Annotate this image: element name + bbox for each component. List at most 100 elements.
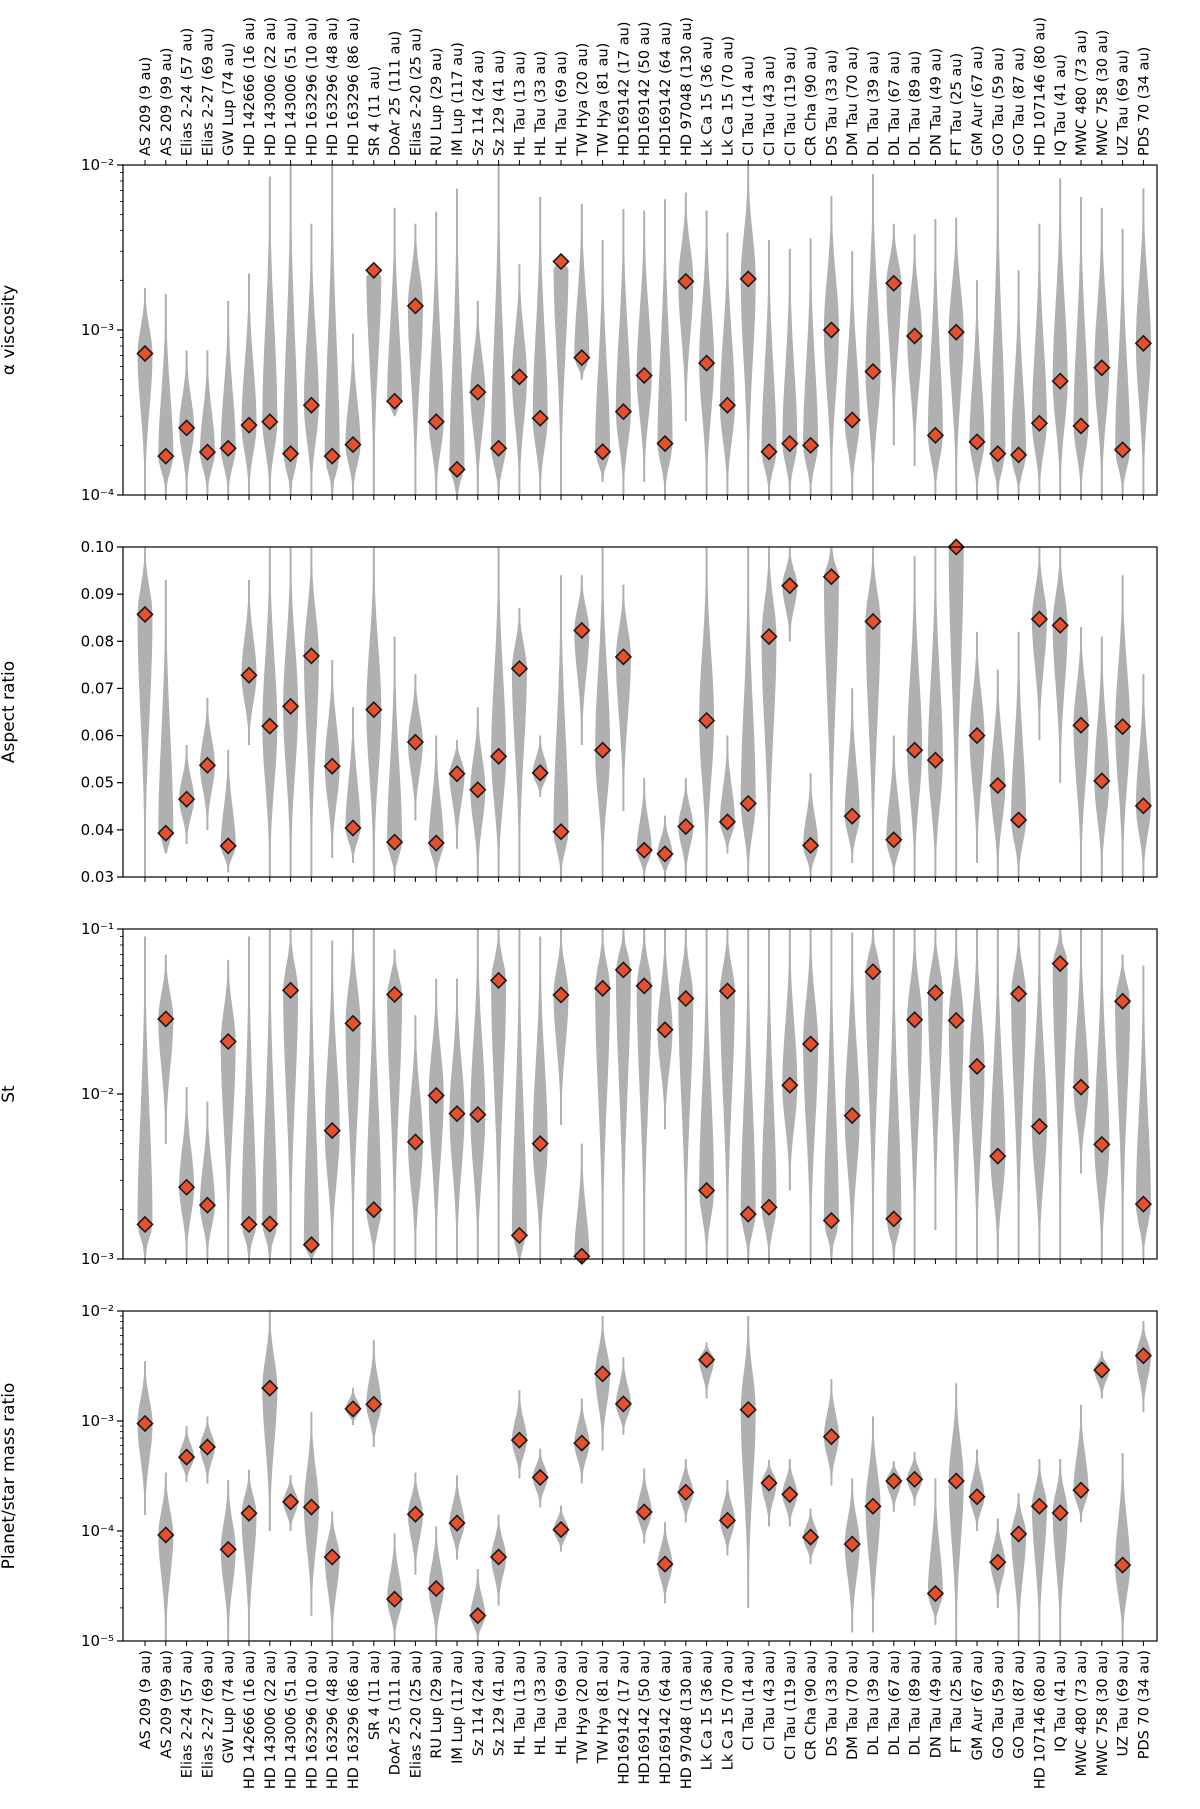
data-point [406,733,425,751]
category-label-bottom: TW Hya (81 au) [596,1650,612,1764]
violin-body [823,929,839,1259]
violin-body [782,929,798,1191]
data-point [968,1057,986,1076]
data-point [365,261,383,279]
y-tick-label: 10⁻³ [81,1250,114,1268]
violin-body [428,735,444,877]
data-point [593,741,612,759]
data-point [989,776,1007,795]
y-tick-label: 10⁻³ [81,1412,114,1430]
category-label-top: DL Tau (89 au) [908,51,924,156]
data-point [905,741,924,759]
data-point [1009,1525,1028,1543]
violin-body [262,1311,278,1531]
violin-body [615,584,631,811]
violin-body [969,929,985,1259]
data-point [739,1400,757,1419]
violin-body [1135,674,1151,877]
category-label-bottom: Elias 2-27 (69 au) [200,1650,216,1778]
violin-body [511,929,527,1259]
data-point [469,1607,487,1625]
data-point [323,1121,341,1140]
category-label-bottom: HD 163296 (48 au) [325,1650,341,1789]
data-point [261,413,279,431]
data-point [614,961,633,979]
violin-body [491,547,507,877]
data-point [760,443,778,461]
y-tick-label: 10⁻⁴ [81,1522,114,1540]
violin-body [303,929,319,1259]
category-label-top: HD 97048 (130 au) [679,17,695,156]
data-point [635,1503,653,1521]
violin-body [1052,547,1068,783]
violin-body [324,165,340,495]
category-label-bottom: Elias 2-20 (25 au) [408,1650,424,1778]
violin-body [303,547,319,877]
violin-body [220,300,236,495]
data-point [947,1011,965,1030]
violin-body [657,199,673,496]
category-label-bottom: SR 4 (11 au) [367,1650,383,1740]
violin-body [470,1569,486,1641]
category-label-top: UZ Tau (69 au) [1116,50,1132,157]
data-point [739,270,757,288]
category-label-top: HD169142 (17 au) [616,22,632,156]
data-point [365,1395,383,1413]
violin-body [844,251,860,495]
data-point [1030,1497,1049,1515]
data-point [157,1010,175,1028]
y-tick-label: 10⁻² [81,156,114,174]
violin-body [948,929,964,1259]
data-point [1093,1361,1111,1379]
data-point [843,1106,861,1125]
data-point [864,1497,882,1515]
data-point [968,726,986,745]
data-point [656,1021,674,1039]
violin-body [990,929,1006,1259]
panel-4: 10⁻⁵ 10⁻⁴ 10⁻³ 10⁻² Planet/star mass ratio AS… [0,1302,1158,1789]
violin-body [699,1342,715,1399]
data-point [760,1198,778,1216]
category-label-bottom: DN Tau (49 au) [928,1650,944,1758]
data-point [1051,616,1069,634]
data-point [136,344,154,363]
violin-body [761,240,777,495]
data-point [281,1493,300,1511]
violin-body [449,740,465,849]
data-point [1030,610,1049,628]
data-point [448,765,466,783]
violin-body [636,778,652,877]
violin-body [761,929,777,1259]
violin-body [865,547,881,877]
data-point [1134,1347,1153,1365]
category-label-bottom: DM Tau (70 au) [845,1650,861,1760]
category-label-bottom: Sz 129 (41 au) [492,1650,508,1756]
violin-body [407,223,423,496]
data-point [136,1414,154,1433]
data-point [552,986,570,1004]
data-point [1113,1556,1132,1574]
category-label-bottom: HL Tau (69 au) [554,1650,570,1755]
category-label-bottom: FT Tau (25 au) [949,1650,965,1753]
category-label-bottom: GO Tau (87 au) [1012,1650,1028,1759]
data-point [947,323,965,341]
data-point [510,368,529,386]
data-point [760,627,778,646]
category-label-bottom: HD169142 (64 au) [658,1650,674,1784]
data-point [635,841,653,859]
y-tick-label: 10⁻⁵ [81,1632,114,1650]
data-point [677,1483,695,1501]
violin-body [387,1533,403,1641]
violin-body [844,688,860,863]
category-label-bottom: IM Lup (117 au) [450,1650,466,1764]
data-point [781,1485,799,1504]
category-label-top: FT Tau (25 au) [949,53,965,156]
data-point [905,1011,924,1029]
violin-body [844,1478,860,1633]
violin-body [969,631,985,863]
category-label-bottom: HD 142666 (16 au) [242,1650,258,1789]
data-point [302,1498,321,1516]
data-point [261,717,279,735]
violin-body [158,954,174,1144]
data-point [240,666,258,684]
